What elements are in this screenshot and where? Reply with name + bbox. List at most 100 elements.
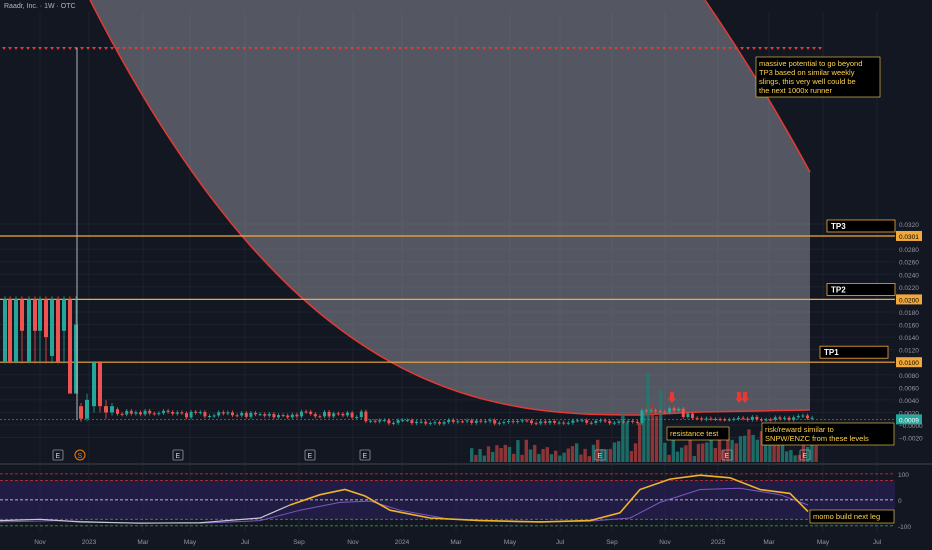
volume-bar xyxy=(743,435,747,462)
resistance-marker xyxy=(32,47,36,50)
candle-body xyxy=(244,412,248,417)
volume-bar xyxy=(789,449,793,462)
candle-body xyxy=(571,420,575,423)
volume-bar xyxy=(554,450,558,462)
volume-bar xyxy=(780,441,785,462)
resistance-marker xyxy=(776,47,780,50)
resistance-marker xyxy=(326,47,330,50)
osc-main-line xyxy=(0,504,291,524)
volume-bar xyxy=(625,422,629,462)
down-arrow xyxy=(735,392,743,403)
resistance-marker xyxy=(500,47,504,50)
resistance-marker xyxy=(200,47,204,50)
candle-body xyxy=(401,420,405,422)
x-tick-label: Sep xyxy=(293,539,305,546)
earnings-marker-label: E xyxy=(176,453,181,460)
volume-bar xyxy=(549,454,554,462)
resistance-marker xyxy=(674,47,678,50)
candle-body xyxy=(249,412,253,417)
candle-body xyxy=(622,421,625,423)
candle-body xyxy=(649,410,653,412)
candle-body xyxy=(281,415,285,417)
volume-bar xyxy=(646,372,650,462)
resistance-marker xyxy=(446,47,450,50)
candle-body xyxy=(539,421,543,424)
price-tag-box xyxy=(896,294,922,305)
resistance-marker xyxy=(62,47,66,50)
volume-bar xyxy=(516,440,520,462)
candle-body xyxy=(424,421,428,424)
volume-bar xyxy=(604,449,608,462)
candle-body xyxy=(143,410,147,415)
candle-body xyxy=(493,420,497,424)
resistance-marker xyxy=(518,47,522,50)
volume-bar xyxy=(633,443,638,462)
candle-body xyxy=(341,413,345,416)
axes: 0.0320 0.0280 0.0260 0.0240 0.0220 0.0180 0.01… xyxy=(34,222,923,546)
volume-bar xyxy=(709,428,713,462)
resistance-marker xyxy=(656,47,660,50)
price-tag-tp1: 0.0100 xyxy=(899,360,919,367)
x-tick-label: 2024 xyxy=(395,539,410,546)
volume-bar xyxy=(671,439,675,462)
volume-bar xyxy=(696,443,701,462)
candle-body xyxy=(129,410,133,414)
resistance-marker xyxy=(44,47,48,50)
candle-body xyxy=(369,420,372,422)
candle-body xyxy=(640,410,644,423)
resistance-marker xyxy=(608,47,612,50)
split-marker xyxy=(74,449,86,461)
candle-body xyxy=(672,408,676,411)
resistance-marker xyxy=(8,47,12,50)
candle-body xyxy=(589,422,593,424)
resistance-marker xyxy=(182,47,186,50)
candle-body xyxy=(718,419,722,421)
resistance-marker xyxy=(230,47,234,50)
resistance-marker xyxy=(668,47,672,50)
resistance-marker xyxy=(194,47,198,50)
candle-body xyxy=(438,422,441,424)
osc-y-tick: 0 xyxy=(898,498,902,505)
candle-body xyxy=(44,299,48,338)
volume-bar xyxy=(684,445,688,462)
candle-body xyxy=(700,418,704,420)
candle-body xyxy=(359,411,363,418)
candle-body xyxy=(714,419,717,421)
candle-body xyxy=(806,415,809,419)
volume-bar xyxy=(814,445,818,462)
candle-body xyxy=(428,423,432,425)
volume-bar xyxy=(713,447,717,462)
y-tick-label: 0.0160 xyxy=(899,323,919,330)
candle-body xyxy=(732,418,736,420)
x-tick-label: Nov xyxy=(34,539,46,546)
candle-body xyxy=(221,412,225,414)
candle-body xyxy=(801,415,805,417)
resistance-marker xyxy=(506,47,510,50)
volume-bar xyxy=(654,416,659,462)
note-riskreward-line: risk/reward similar to xyxy=(765,425,834,434)
candle-body xyxy=(185,413,188,418)
x-tick-label: Sep xyxy=(606,539,618,546)
resistance-marker xyxy=(332,47,336,50)
candle-body xyxy=(645,410,648,412)
resistance-marker xyxy=(224,47,228,50)
resistance-marker xyxy=(140,47,144,50)
resistance-marker xyxy=(554,47,558,50)
volume-bar xyxy=(570,446,575,462)
resistance-marker xyxy=(680,47,684,50)
resistance-marker xyxy=(344,47,348,50)
chart-title: Raadr, Inc. · 1W · OTC xyxy=(4,3,76,10)
y-tick-label: −0.0000 xyxy=(899,423,923,430)
volume-bar xyxy=(806,446,810,462)
resistance-marker xyxy=(590,47,594,50)
candle-body xyxy=(56,299,60,363)
volume-bar xyxy=(482,455,486,462)
candle-body xyxy=(382,420,386,422)
resistance-marker xyxy=(566,47,570,50)
resistance-marker xyxy=(20,47,24,50)
candle-body xyxy=(764,419,768,421)
resistance-marker xyxy=(206,47,210,50)
candle-body xyxy=(27,299,31,363)
candle-body xyxy=(704,418,708,420)
